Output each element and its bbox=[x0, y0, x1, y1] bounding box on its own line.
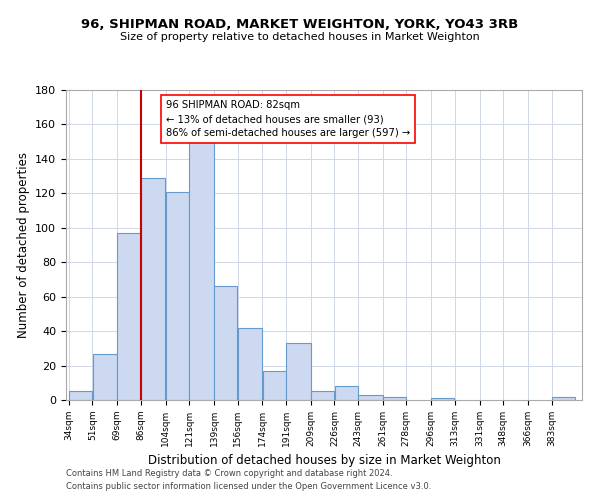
Bar bbox=[311, 392, 334, 400]
Bar bbox=[118, 233, 140, 400]
Bar bbox=[335, 386, 358, 400]
Y-axis label: Number of detached properties: Number of detached properties bbox=[17, 152, 29, 338]
Bar bbox=[141, 178, 166, 400]
X-axis label: Distribution of detached houses by size in Market Weighton: Distribution of detached houses by size … bbox=[148, 454, 500, 468]
Bar bbox=[190, 140, 214, 400]
Bar bbox=[69, 392, 92, 400]
Bar bbox=[358, 395, 383, 400]
Bar bbox=[92, 354, 117, 400]
Bar bbox=[552, 396, 575, 400]
Bar bbox=[238, 328, 262, 400]
Bar bbox=[166, 192, 189, 400]
Text: Contains public sector information licensed under the Open Government Licence v3: Contains public sector information licen… bbox=[66, 482, 431, 491]
Bar bbox=[383, 396, 406, 400]
Bar bbox=[286, 343, 311, 400]
Text: Size of property relative to detached houses in Market Weighton: Size of property relative to detached ho… bbox=[120, 32, 480, 42]
Bar bbox=[263, 370, 286, 400]
Bar bbox=[214, 286, 238, 400]
Text: Contains HM Land Registry data © Crown copyright and database right 2024.: Contains HM Land Registry data © Crown c… bbox=[66, 468, 392, 477]
Text: 96, SHIPMAN ROAD, MARKET WEIGHTON, YORK, YO43 3RB: 96, SHIPMAN ROAD, MARKET WEIGHTON, YORK,… bbox=[82, 18, 518, 30]
Bar bbox=[431, 398, 454, 400]
Text: 96 SHIPMAN ROAD: 82sqm
← 13% of detached houses are smaller (93)
86% of semi-det: 96 SHIPMAN ROAD: 82sqm ← 13% of detached… bbox=[166, 100, 410, 138]
